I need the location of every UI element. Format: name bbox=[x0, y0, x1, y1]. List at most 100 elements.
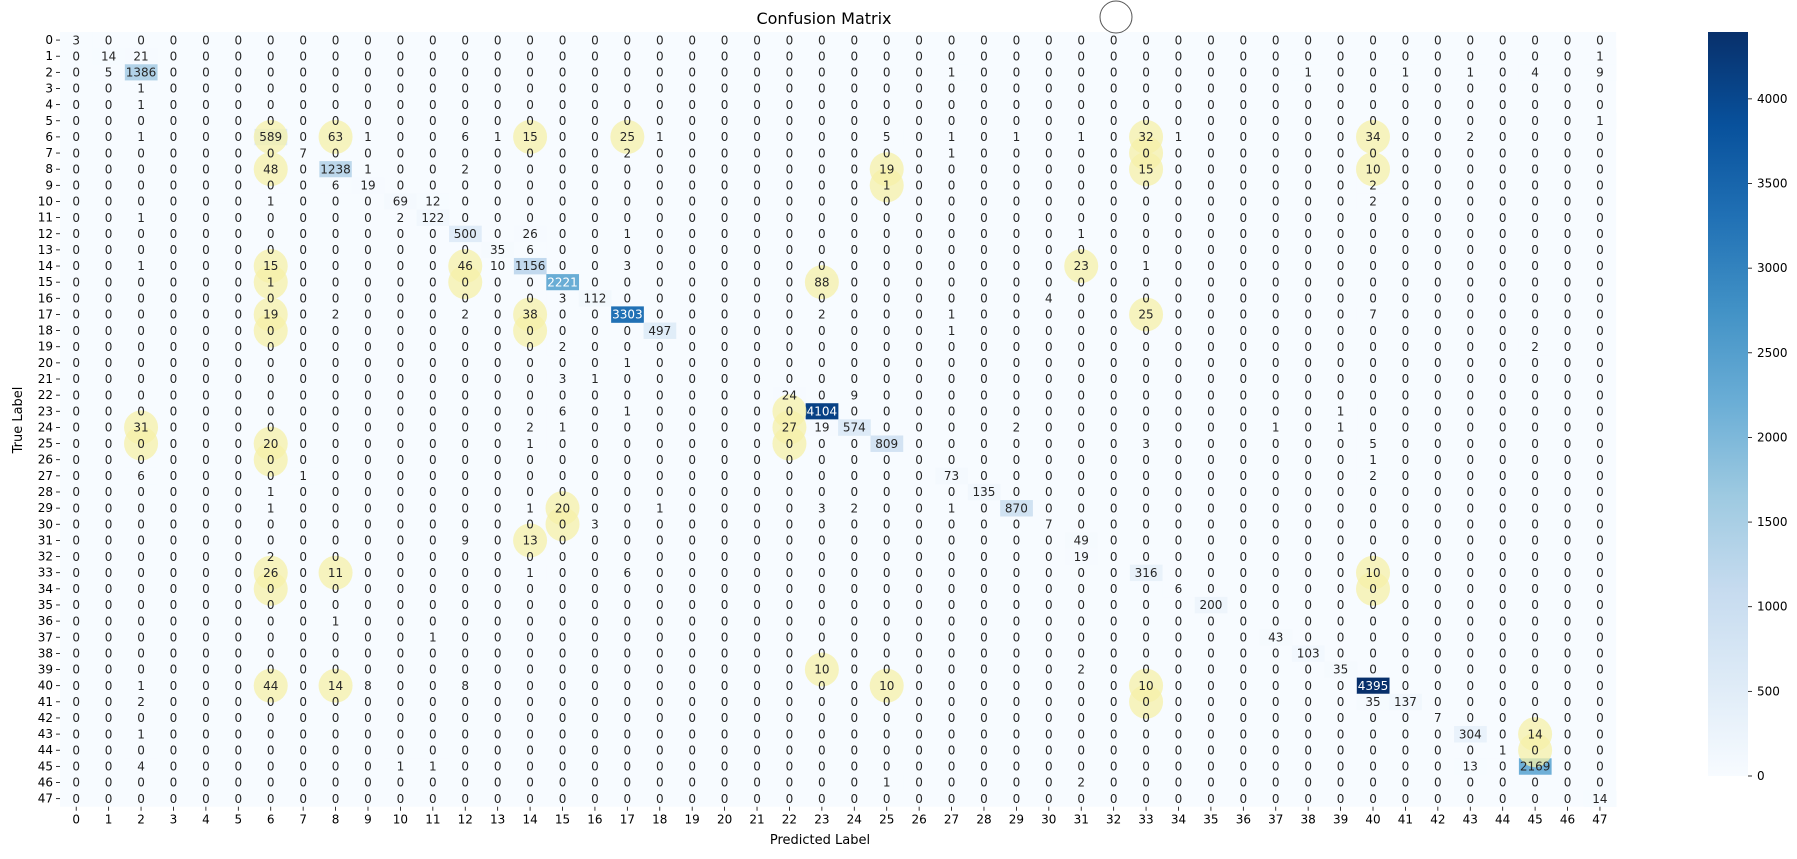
heatmap-cell-27-7 bbox=[286, 467, 320, 485]
cell-value-45-40: 0 bbox=[1369, 760, 1377, 774]
cell-value-43-44: 0 bbox=[1499, 727, 1507, 741]
cell-value-43-31: 0 bbox=[1077, 727, 1085, 741]
cell-value-16-40: 0 bbox=[1369, 292, 1377, 306]
cell-value-34-3: 0 bbox=[170, 582, 178, 596]
cell-value-40-27: 0 bbox=[948, 679, 956, 693]
cell-value-29-11: 0 bbox=[429, 501, 437, 515]
cell-value-8-45: 0 bbox=[1531, 162, 1539, 176]
cell-value-21-44: 0 bbox=[1499, 372, 1507, 386]
cell-value-26-42: 0 bbox=[1434, 453, 1442, 467]
cell-value-23-29: 0 bbox=[1013, 404, 1021, 418]
cell-value-36-23: 0 bbox=[818, 614, 826, 628]
cell-value-5-15: 0 bbox=[559, 114, 567, 128]
cell-value-31-45: 0 bbox=[1531, 534, 1539, 548]
cell-value-28-42: 0 bbox=[1434, 485, 1442, 499]
cell-value-33-22: 0 bbox=[786, 566, 794, 580]
cell-value-40-24: 0 bbox=[850, 679, 858, 693]
cell-value-5-20: 0 bbox=[721, 114, 729, 128]
cell-value-13-12: 0 bbox=[461, 243, 469, 257]
cell-value-11-13: 0 bbox=[494, 211, 502, 225]
cell-value-46-41: 0 bbox=[1402, 776, 1410, 790]
cell-value-16-5: 0 bbox=[234, 292, 242, 306]
cell-value-7-16: 0 bbox=[591, 146, 599, 160]
cell-value-23-24: 0 bbox=[850, 404, 858, 418]
cell-value-33-6: 26 bbox=[263, 566, 278, 580]
heatmap-cell-40-12 bbox=[449, 677, 482, 695]
colorbar-tick-label-0: 0 bbox=[1757, 769, 1765, 783]
cell-value-21-17: 0 bbox=[624, 372, 632, 386]
cell-value-7-44: 0 bbox=[1499, 146, 1507, 160]
cell-value-32-27: 0 bbox=[948, 550, 956, 564]
cell-value-16-26: 0 bbox=[915, 292, 923, 306]
cell-value-24-37: 1 bbox=[1272, 421, 1280, 435]
cell-value-17-42: 0 bbox=[1434, 308, 1442, 322]
cell-value-19-2: 0 bbox=[137, 340, 145, 354]
cell-value-8-31: 0 bbox=[1077, 162, 1085, 176]
cell-value-1-45: 0 bbox=[1531, 49, 1539, 63]
cell-value-6-35: 0 bbox=[1207, 130, 1215, 144]
cell-value-25-9: 0 bbox=[364, 437, 372, 451]
cell-value-22-34: 0 bbox=[1175, 388, 1183, 402]
cell-value-30-9: 0 bbox=[364, 517, 372, 531]
y-tick-label-47: 47 bbox=[38, 792, 53, 806]
cell-value-11-36: 0 bbox=[1240, 211, 1248, 225]
cell-value-1-44: 0 bbox=[1499, 49, 1507, 63]
cell-value-7-47: 0 bbox=[1596, 146, 1604, 160]
cell-value-31-29: 0 bbox=[1013, 534, 1021, 548]
cell-value-7-29: 0 bbox=[1013, 146, 1021, 160]
cell-value-32-39: 0 bbox=[1337, 550, 1345, 564]
cell-value-14-16: 0 bbox=[591, 259, 599, 273]
cell-value-25-0: 0 bbox=[72, 437, 80, 451]
cell-value-47-24: 0 bbox=[850, 792, 858, 806]
cell-value-40-36: 0 bbox=[1240, 679, 1248, 693]
cell-value-23-4: 0 bbox=[202, 404, 210, 418]
cell-value-47-19: 0 bbox=[688, 792, 696, 806]
cell-value-13-24: 0 bbox=[850, 243, 858, 257]
cell-value-33-12: 0 bbox=[461, 566, 469, 580]
x-tick-label-19: 19 bbox=[685, 813, 700, 827]
cell-value-11-31: 0 bbox=[1077, 211, 1085, 225]
cell-value-18-0: 0 bbox=[72, 324, 80, 338]
cell-value-35-33: 0 bbox=[1142, 598, 1150, 612]
y-tick-label-12: 12 bbox=[38, 227, 53, 241]
highlight-marker-33-8 bbox=[318, 555, 353, 590]
cell-value-4-8: 0 bbox=[332, 98, 340, 112]
cell-value-32-3: 0 bbox=[170, 550, 178, 564]
cell-value-23-3: 0 bbox=[170, 404, 178, 418]
highlight-marker-41-33 bbox=[1129, 684, 1164, 719]
heatmap-cell-45-10 bbox=[384, 758, 417, 775]
cell-value-43-47: 0 bbox=[1596, 727, 1604, 741]
y-tick-label-6: 6 bbox=[45, 130, 53, 144]
cell-value-2-19: 0 bbox=[688, 66, 696, 80]
cell-value-5-39: 0 bbox=[1337, 114, 1345, 128]
cell-value-41-5: 0 bbox=[234, 695, 242, 709]
cell-value-29-3: 0 bbox=[170, 501, 178, 515]
heatmap-cell-14-17 bbox=[611, 257, 644, 275]
cell-value-44-33: 0 bbox=[1142, 743, 1150, 757]
cell-value-39-40: 0 bbox=[1369, 663, 1377, 677]
cell-value-10-3: 0 bbox=[170, 195, 178, 209]
cell-value-23-27: 0 bbox=[948, 404, 956, 418]
cell-value-14-22: 0 bbox=[786, 259, 794, 273]
cell-value-23-7: 0 bbox=[299, 404, 307, 418]
cell-value-43-15: 0 bbox=[559, 727, 567, 741]
cell-value-12-25: 0 bbox=[883, 227, 891, 241]
cell-value-43-25: 0 bbox=[883, 727, 891, 741]
cell-value-30-3: 0 bbox=[170, 517, 178, 531]
cell-value-4-31: 0 bbox=[1077, 98, 1085, 112]
cell-value-37-14: 0 bbox=[526, 630, 534, 644]
cell-value-9-20: 0 bbox=[721, 179, 729, 193]
cell-value-0-4: 0 bbox=[202, 33, 210, 47]
cell-value-7-20: 0 bbox=[721, 146, 729, 160]
cell-value-18-22: 0 bbox=[786, 324, 794, 338]
cell-value-47-36: 0 bbox=[1240, 792, 1248, 806]
cell-value-18-46: 0 bbox=[1564, 324, 1572, 338]
cell-value-19-44: 0 bbox=[1499, 340, 1507, 354]
cell-value-9-15: 0 bbox=[559, 179, 567, 193]
cell-value-7-4: 0 bbox=[202, 146, 210, 160]
cell-value-6-22: 0 bbox=[786, 130, 794, 144]
cell-value-27-18: 0 bbox=[656, 469, 664, 483]
cell-value-9-1: 0 bbox=[105, 179, 113, 193]
cell-value-1-42: 0 bbox=[1434, 49, 1442, 63]
cell-value-39-39: 35 bbox=[1333, 663, 1348, 677]
